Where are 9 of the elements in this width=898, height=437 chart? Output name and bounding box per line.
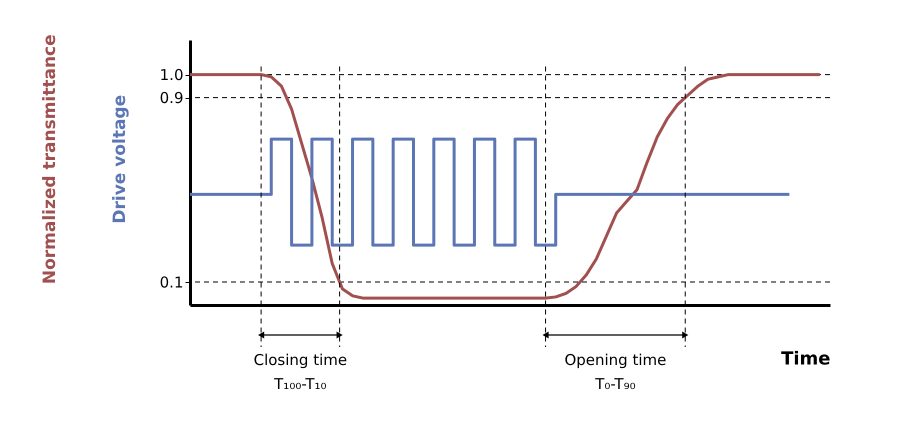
text: Closing time T₁₀₀-T₁₀ xyxy=(254,351,348,393)
text: Drive voltage xyxy=(110,94,130,224)
x-axis-title: Time xyxy=(781,348,830,370)
text: Normalized transmittance xyxy=(40,34,60,284)
text: Opening time T₀-T₉₀ xyxy=(564,351,666,393)
y-tick-label: 0.1 xyxy=(160,273,184,292)
y-tick-label: 0.9 xyxy=(160,89,184,108)
y-tick-label: 1.0 xyxy=(160,66,184,84)
line-series xyxy=(188,73,822,300)
